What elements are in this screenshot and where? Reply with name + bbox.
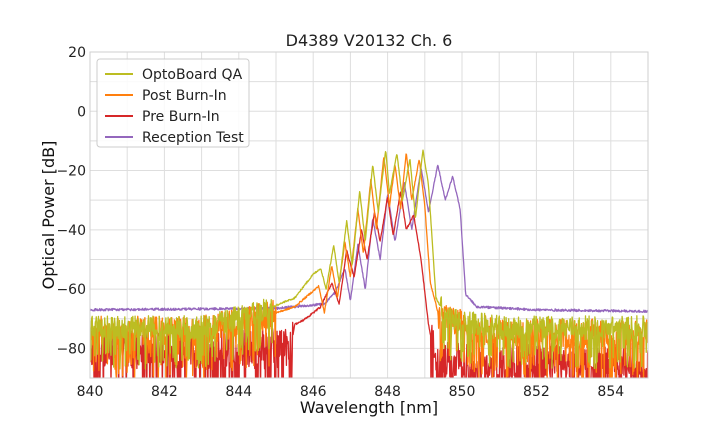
legend-label: Pre Burn-In [142,109,220,125]
x-tick-label: 854 [597,384,624,400]
x-tick-label: 852 [523,384,550,400]
x-tick-label: 846 [300,384,327,400]
y-tick-label: 0 [77,104,86,120]
y-tick-label: −80 [56,341,86,357]
legend-label: Reception Test [142,130,244,146]
y-tick-label: 20 [68,45,86,61]
y-axis-ticks: 20 0 −20 −40 −60 −80 [56,45,86,357]
x-tick-label: 842 [151,384,178,400]
x-tick-label: 848 [374,384,401,400]
series-line-reception-test [90,164,648,313]
legend-box [96,58,250,148]
y-tick-label: −40 [56,223,86,239]
x-tick-label: 844 [225,384,252,400]
legend-label: OptoBoard QA [142,67,243,83]
x-axis-ticks: 840 842 844 846 848 850 852 854 [77,384,625,400]
legend: OptoBoard QA Post Burn-In Pre Burn-In Recep… [96,58,250,148]
series-line-optoboard-qa [90,149,648,370]
series-layer [90,149,648,378]
y-tick-label: −20 [56,164,86,180]
x-axis-label: Wavelength [nm] [300,398,438,417]
chart-title: D4389 V20132 Ch. 6 [286,31,453,50]
y-axis-label: Optical Power [dB] [39,141,58,290]
x-tick-label: 850 [449,384,476,400]
plot-frame [89,51,649,379]
y-tick-label: −60 [56,282,86,298]
x-tick-label: 840 [77,384,104,400]
legend-label: Post Burn-In [142,88,227,104]
